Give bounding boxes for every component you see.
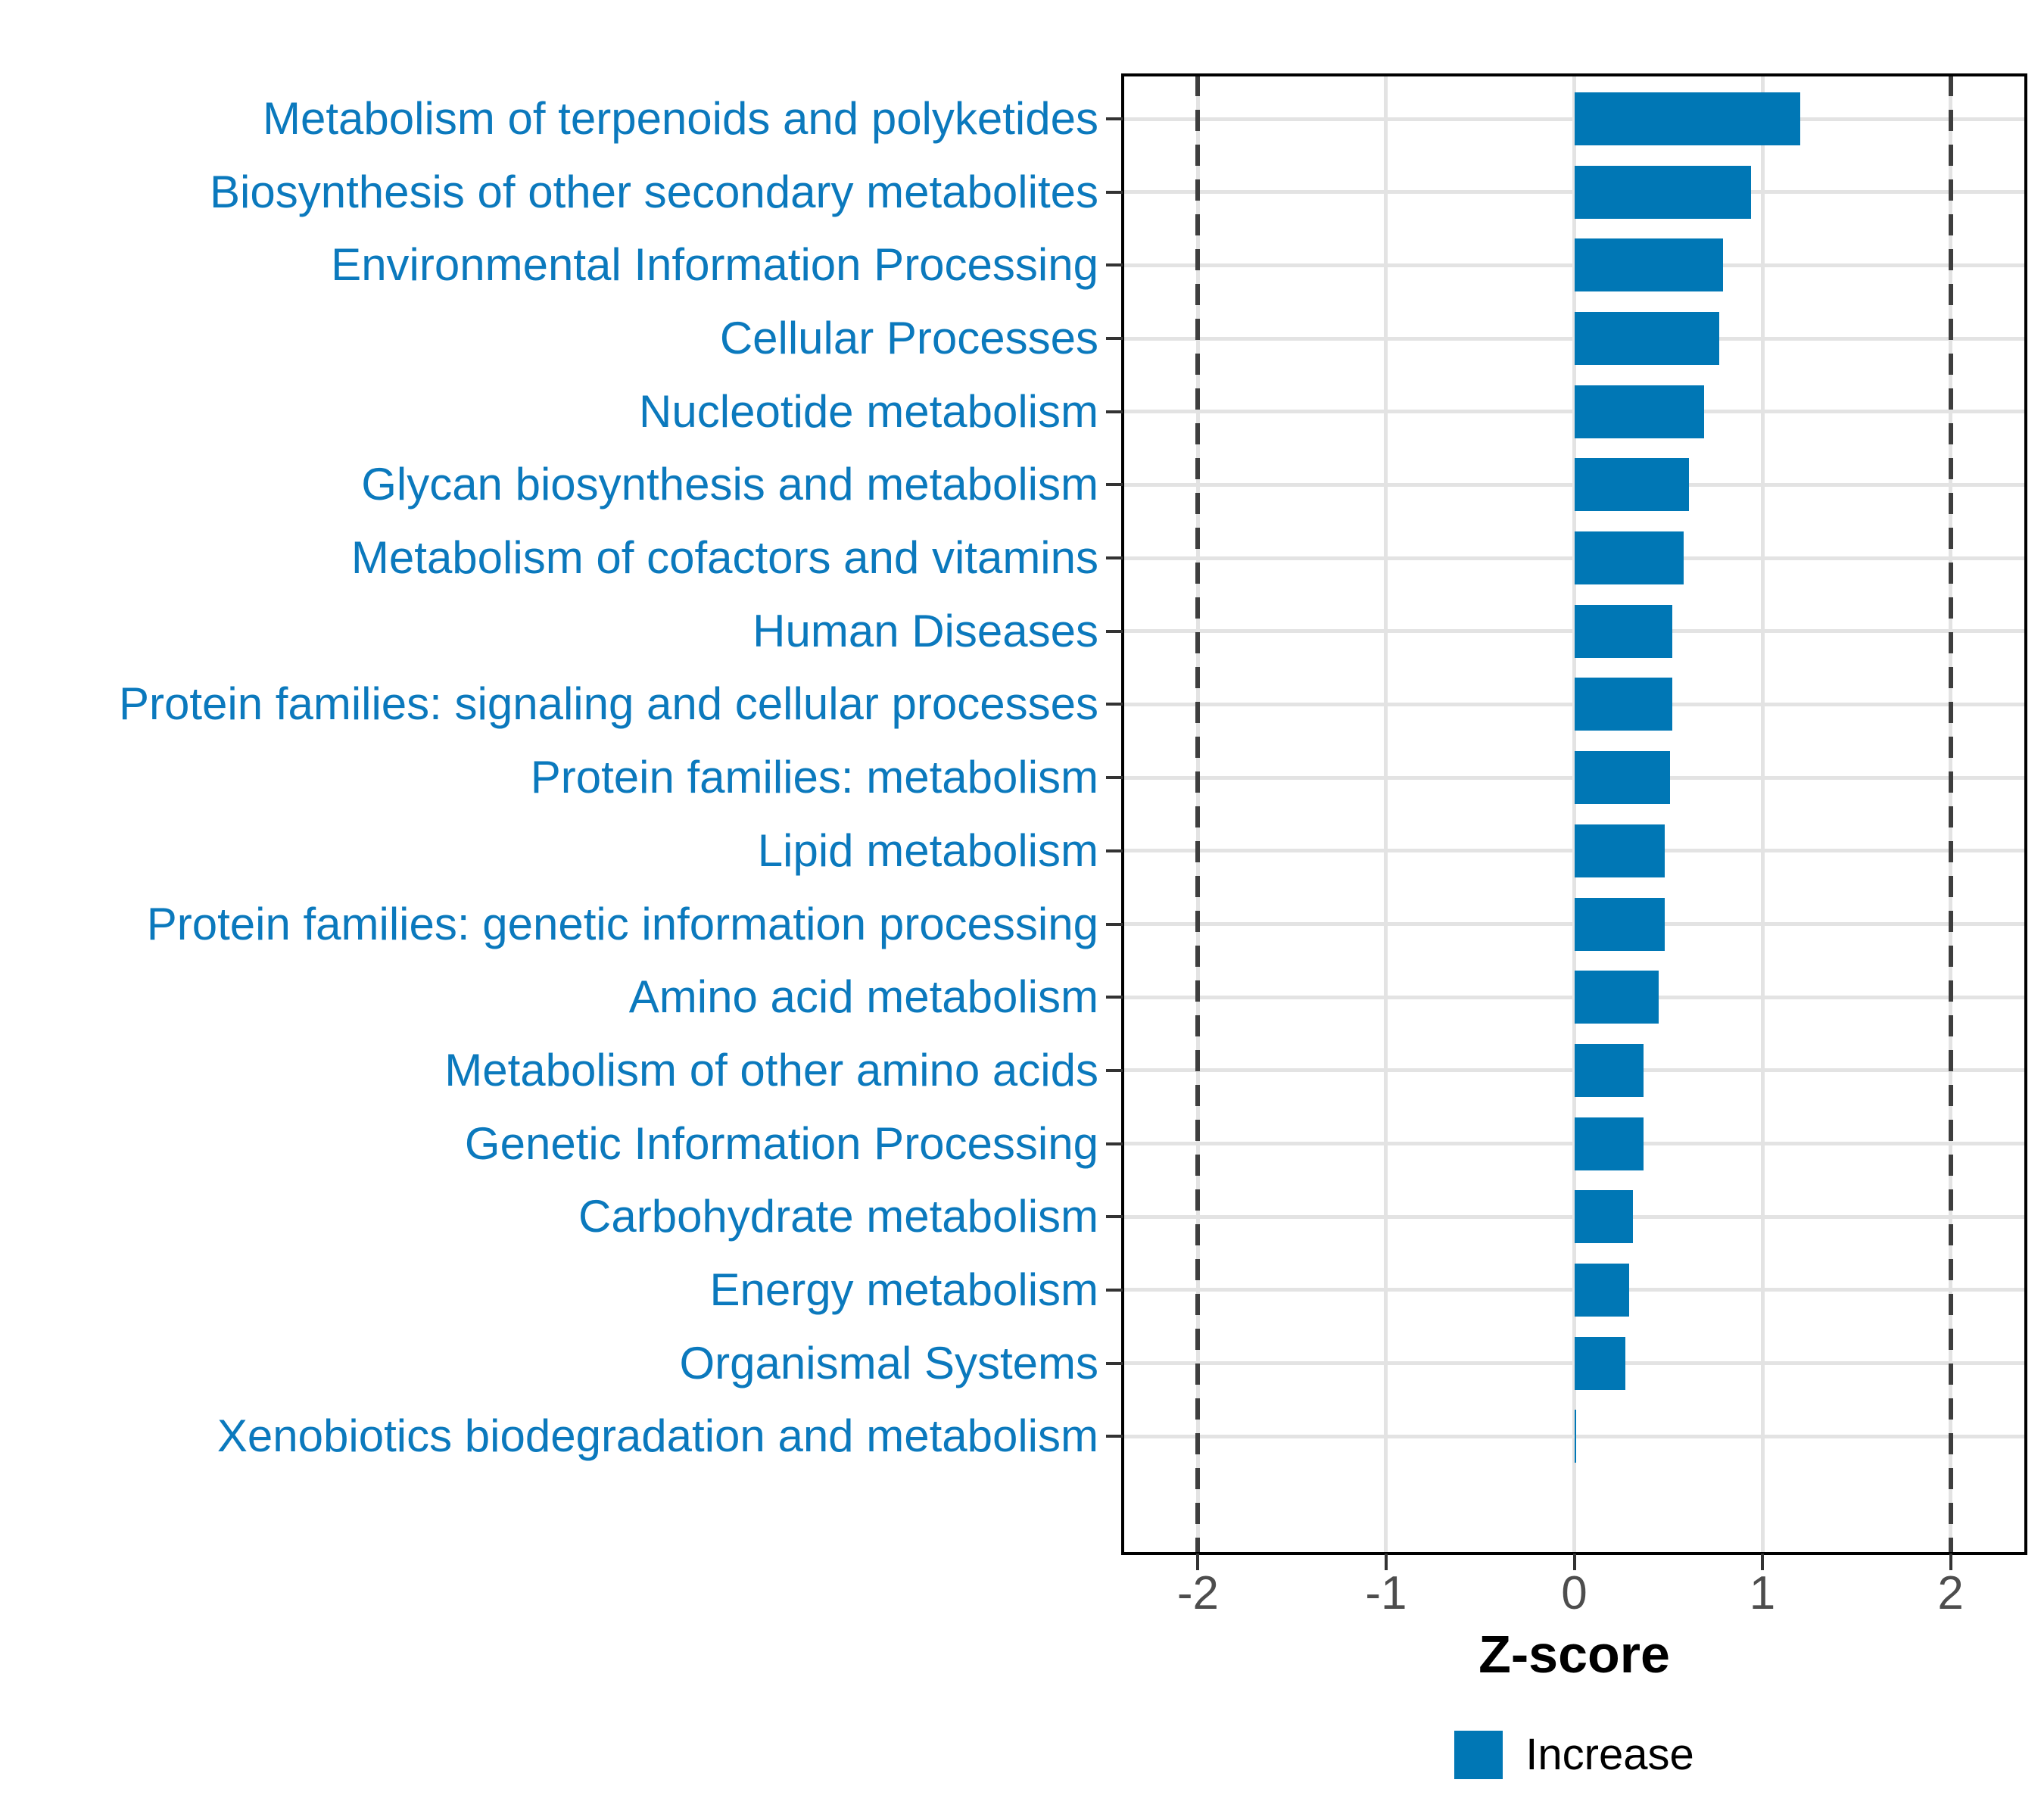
legend-label: Increase: [1525, 1730, 1694, 1779]
bar: [1574, 1043, 1644, 1097]
v-gridline: [1384, 75, 1388, 1554]
y-tick-mark: [1106, 410, 1123, 413]
legend-swatch-increase: [1454, 1731, 1503, 1779]
y-axis-label: Protein families: metabolism: [530, 752, 1098, 803]
bar: [1574, 1190, 1633, 1244]
y-tick-mark: [1106, 776, 1123, 780]
y-axis-label: Lipid metabolism: [757, 824, 1098, 876]
x-tick-label: 1: [1749, 1567, 1776, 1619]
x-tick-mark: [1761, 1554, 1765, 1570]
y-axis-label: Metabolism of terpenoids and polyketides: [263, 93, 1098, 144]
y-axis-label: Metabolism of cofactors and vitamins: [351, 532, 1098, 584]
x-tick-mark: [1572, 1554, 1576, 1570]
bar: [1574, 1117, 1644, 1170]
y-tick-mark: [1106, 629, 1123, 633]
y-axis-label: Biosynthesis of other secondary metaboli…: [210, 166, 1098, 217]
bar: [1574, 165, 1752, 219]
x-tick-label: 2: [1937, 1567, 1964, 1619]
y-axis-label: Carbohydrate metabolism: [578, 1191, 1098, 1242]
y-tick-mark: [1106, 483, 1123, 487]
y-tick-mark: [1106, 922, 1123, 926]
bar: [1574, 678, 1672, 731]
x-tick-mark: [1384, 1554, 1388, 1570]
bar: [1574, 458, 1690, 512]
y-tick-mark: [1106, 190, 1123, 194]
bar: [1574, 385, 1704, 438]
bar: [1574, 1263, 1629, 1317]
legend: Increase: [1123, 1731, 2026, 1779]
bar: [1574, 751, 1671, 805]
y-axis-label: Genetic Information Processing: [464, 1117, 1098, 1169]
y-tick-mark: [1106, 117, 1123, 120]
x-axis-title: Z-score: [1478, 1625, 1670, 1684]
x-tick-mark: [1949, 1554, 1952, 1570]
y-tick-mark: [1106, 337, 1123, 341]
y-tick-mark: [1106, 849, 1123, 852]
y-tick-mark: [1106, 703, 1123, 706]
x-tick-label: -2: [1176, 1567, 1219, 1619]
bar: [1574, 897, 1665, 951]
x-tick-label: 0: [1561, 1567, 1588, 1619]
y-axis-label: Protein families: signaling and cellular…: [119, 678, 1098, 730]
bar: [1574, 238, 1723, 292]
y-tick-mark: [1106, 1288, 1123, 1292]
reference-dashed-line: [1948, 75, 1953, 1554]
y-axis-label: Environmental Information Processing: [331, 239, 1098, 291]
plot-panel: [1123, 75, 2026, 1554]
bar: [1574, 971, 1659, 1024]
x-tick-mark: [1196, 1554, 1200, 1570]
y-tick-mark: [1106, 1435, 1123, 1438]
y-axis-label: Energy metabolism: [709, 1264, 1098, 1315]
bar: [1574, 1410, 1576, 1463]
bar: [1574, 92, 1800, 145]
y-tick-mark: [1106, 996, 1123, 999]
bar: [1574, 604, 1672, 658]
y-axis-label: Protein families: genetic information pr…: [146, 898, 1098, 949]
y-axis-label: Cellular Processes: [719, 313, 1098, 364]
y-tick-mark: [1106, 1215, 1123, 1219]
x-tick-label: -1: [1365, 1567, 1407, 1619]
y-tick-mark: [1106, 1361, 1123, 1365]
y-tick-mark: [1106, 263, 1123, 267]
bar: [1574, 531, 1684, 585]
y-axis-label: Human Diseases: [752, 605, 1098, 656]
y-axis-label: Amino acid metabolism: [628, 971, 1098, 1023]
y-axis-label: Glycan biosynthesis and metabolism: [361, 459, 1098, 510]
y-axis-label: Nucleotide metabolism: [639, 385, 1098, 437]
y-axis-label: Xenobiotics biodegradation and metabolis…: [217, 1410, 1098, 1462]
y-tick-mark: [1106, 1068, 1123, 1072]
y-axis-label: Metabolism of other amino acids: [444, 1044, 1098, 1095]
y-tick-mark: [1106, 556, 1123, 560]
bar: [1574, 1336, 1625, 1390]
y-axis-label: Organismal Systems: [679, 1337, 1098, 1388]
reference-dashed-line: [1195, 75, 1201, 1554]
bar: [1574, 824, 1665, 877]
bar: [1574, 312, 1719, 366]
y-tick-mark: [1106, 1142, 1123, 1145]
v-gridline: [1760, 75, 1765, 1554]
v-gridline: [1572, 75, 1576, 1554]
